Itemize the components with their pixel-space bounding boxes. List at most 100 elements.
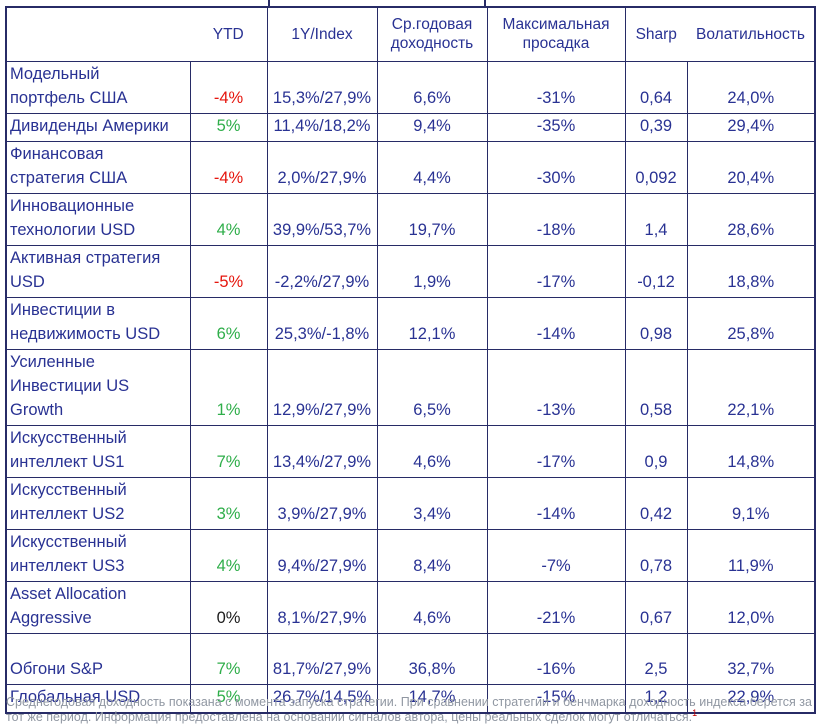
sharp-cell: 0,42 — [624, 476, 688, 530]
avg-return-cell: 12,1% — [376, 296, 488, 350]
header-volatility: Волатильность — [687, 6, 816, 62]
header-row: YTD 1Y/Index Ср.годовая доходность Макси… — [5, 6, 816, 62]
table-row: Глобальная USD 5% 26,7%/14,5% 14,7% -15%… — [5, 683, 816, 713]
volatility-cell: 18,8% — [686, 244, 816, 298]
sharp-cell: 0,39 — [624, 112, 688, 142]
1y-index-cell: 81,7%/27,9% — [266, 632, 378, 685]
sharp-cell: -0,12 — [624, 244, 688, 298]
volatility-cell: 22,9% — [686, 683, 816, 713]
sharp-cell: 0,98 — [624, 296, 688, 350]
ytd-cell: 7% — [189, 424, 268, 478]
1y-index-cell: 13,4%/27,9% — [266, 424, 378, 478]
strategy-name-cell: Дивиденды Америки — [5, 112, 191, 142]
1y-index-cell: 2,0%/27,9% — [266, 140, 378, 194]
avg-return-cell: 14,7% — [376, 683, 488, 713]
strategy-name-cell: Обгони S&P — [5, 632, 191, 685]
ytd-cell: 5% — [189, 112, 268, 142]
max-drawdown-cell: -14% — [486, 296, 626, 350]
table-row: Искусственный интеллект US2 3% 3,9%/27,9… — [5, 476, 816, 530]
volatility-cell: 11,9% — [686, 528, 816, 582]
avg-return-cell: 4,6% — [376, 424, 488, 478]
max-drawdown-cell: -16% — [486, 632, 626, 685]
volatility-cell: 20,4% — [686, 140, 816, 194]
max-drawdown-cell: -35% — [486, 112, 626, 142]
avg-return-cell: 1,9% — [376, 244, 488, 298]
1y-index-cell: 15,3%/27,9% — [266, 60, 378, 114]
table-row: Инновационные технологии USD 4% 39,9%/53… — [5, 192, 816, 246]
sharp-cell: 2,5 — [624, 632, 688, 685]
strategy-name-cell: Искусственный интеллект US1 — [5, 424, 191, 478]
1y-index-cell: 11,4%/18,2% — [266, 112, 378, 142]
sharp-cell: 0,78 — [624, 528, 688, 582]
volatility-cell: 32,7% — [686, 632, 816, 685]
table-row: Искусственный интеллект US1 7% 13,4%/27,… — [5, 424, 816, 478]
avg-return-cell: 6,5% — [376, 348, 488, 426]
ytd-cell: -4% — [189, 60, 268, 114]
avg-return-cell: 4,4% — [376, 140, 488, 194]
ytd-cell: 4% — [189, 528, 268, 582]
avg-return-cell: 6,6% — [376, 60, 488, 114]
volatility-cell: 25,8% — [686, 296, 816, 350]
max-drawdown-cell: -31% — [486, 60, 626, 114]
table-row: Финансовая стратегия США -4% 2,0%/27,9% … — [5, 140, 816, 194]
volatility-cell: 29,4% — [686, 112, 816, 142]
avg-return-cell: 4,6% — [376, 580, 488, 634]
1y-index-cell: 3,9%/27,9% — [266, 476, 378, 530]
ytd-cell: 3% — [189, 476, 268, 530]
footnote-ref: 1 — [692, 707, 698, 718]
volatility-cell: 12,0% — [686, 580, 816, 634]
max-drawdown-cell: -13% — [486, 348, 626, 426]
header-1y-index: 1Y/Index — [266, 6, 378, 62]
grid-tick — [484, 0, 486, 8]
table-row: Инвестиции в недвижимость USD 6% 25,3%/-… — [5, 296, 816, 350]
header-ytd: YTD — [190, 6, 268, 62]
1y-index-cell: 25,3%/-1,8% — [266, 296, 378, 350]
sharp-cell: 1,2 — [624, 683, 688, 713]
avg-return-cell: 3,4% — [376, 476, 488, 530]
header-max-drawdown: Максимальная просадка — [486, 6, 626, 62]
max-drawdown-cell: -30% — [486, 140, 626, 194]
max-drawdown-cell: -7% — [486, 528, 626, 582]
strategy-name-cell: Asset Allocation Aggressive — [5, 580, 191, 634]
strategy-name-cell: Финансовая стратегия США — [5, 140, 191, 194]
ytd-cell: 1% — [189, 348, 268, 426]
header-sharp: Sharp — [624, 6, 687, 62]
table-row: Дивиденды Америки 5% 11,4%/18,2% 9,4% -3… — [5, 112, 816, 142]
table-header: YTD 1Y/Index Ср.годовая доходность Макси… — [5, 6, 816, 62]
max-drawdown-cell: -17% — [486, 424, 626, 478]
ytd-cell: -4% — [189, 140, 268, 194]
volatility-cell: 22,1% — [686, 348, 816, 426]
1y-index-cell: 8,1%/27,9% — [266, 580, 378, 634]
ytd-cell: 6% — [189, 296, 268, 350]
1y-index-cell: 39,9%/53,7% — [266, 192, 378, 246]
table-body: Модельный портфель США -4% 15,3%/27,9% 6… — [5, 60, 816, 713]
strategy-name-cell: Глобальная USD — [5, 683, 191, 713]
max-drawdown-cell: -17% — [486, 244, 626, 298]
volatility-cell: 14,8% — [686, 424, 816, 478]
sharp-cell: 0,092 — [624, 140, 688, 194]
ytd-cell: 5% — [189, 683, 268, 713]
sharp-cell: 1,4 — [624, 192, 688, 246]
strategy-name-cell: Инвестиции в недвижимость USD — [5, 296, 191, 350]
table-row: Asset Allocation Aggressive 0% 8,1%/27,9… — [5, 580, 816, 634]
avg-return-cell: 8,4% — [376, 528, 488, 582]
header-avg-annual-return: Ср.годовая доходность — [376, 6, 488, 62]
1y-index-cell: 12,9%/27,9% — [266, 348, 378, 426]
1y-index-cell: 26,7%/14,5% — [266, 683, 378, 713]
table-row: Искусственный интеллект US3 4% 9,4%/27,9… — [5, 528, 816, 582]
strategy-name-cell: Активная стратегия USD — [5, 244, 191, 298]
ytd-cell: 7% — [189, 632, 268, 685]
1y-index-cell: -2,2%/27,9% — [266, 244, 378, 298]
avg-return-cell: 19,7% — [376, 192, 488, 246]
sharp-cell: 0,67 — [624, 580, 688, 634]
table-row: Усиленные Инвестиции US Growth 1% 12,9%/… — [5, 348, 816, 426]
footer-disclaimer: Среднегодовая доходность показана с моме… — [6, 695, 812, 725]
volatility-cell: 24,0% — [686, 60, 816, 114]
strategy-name-cell: Искусственный интеллект US2 — [5, 476, 191, 530]
ytd-cell: -5% — [189, 244, 268, 298]
sharp-cell: 0,9 — [624, 424, 688, 478]
sharp-cell: 0,64 — [624, 60, 688, 114]
volatility-cell: 9,1% — [686, 476, 816, 530]
table-row: Обгони S&P 7% 81,7%/27,9% 36,8% -16% 2,5… — [5, 632, 816, 685]
max-drawdown-cell: -18% — [486, 192, 626, 246]
